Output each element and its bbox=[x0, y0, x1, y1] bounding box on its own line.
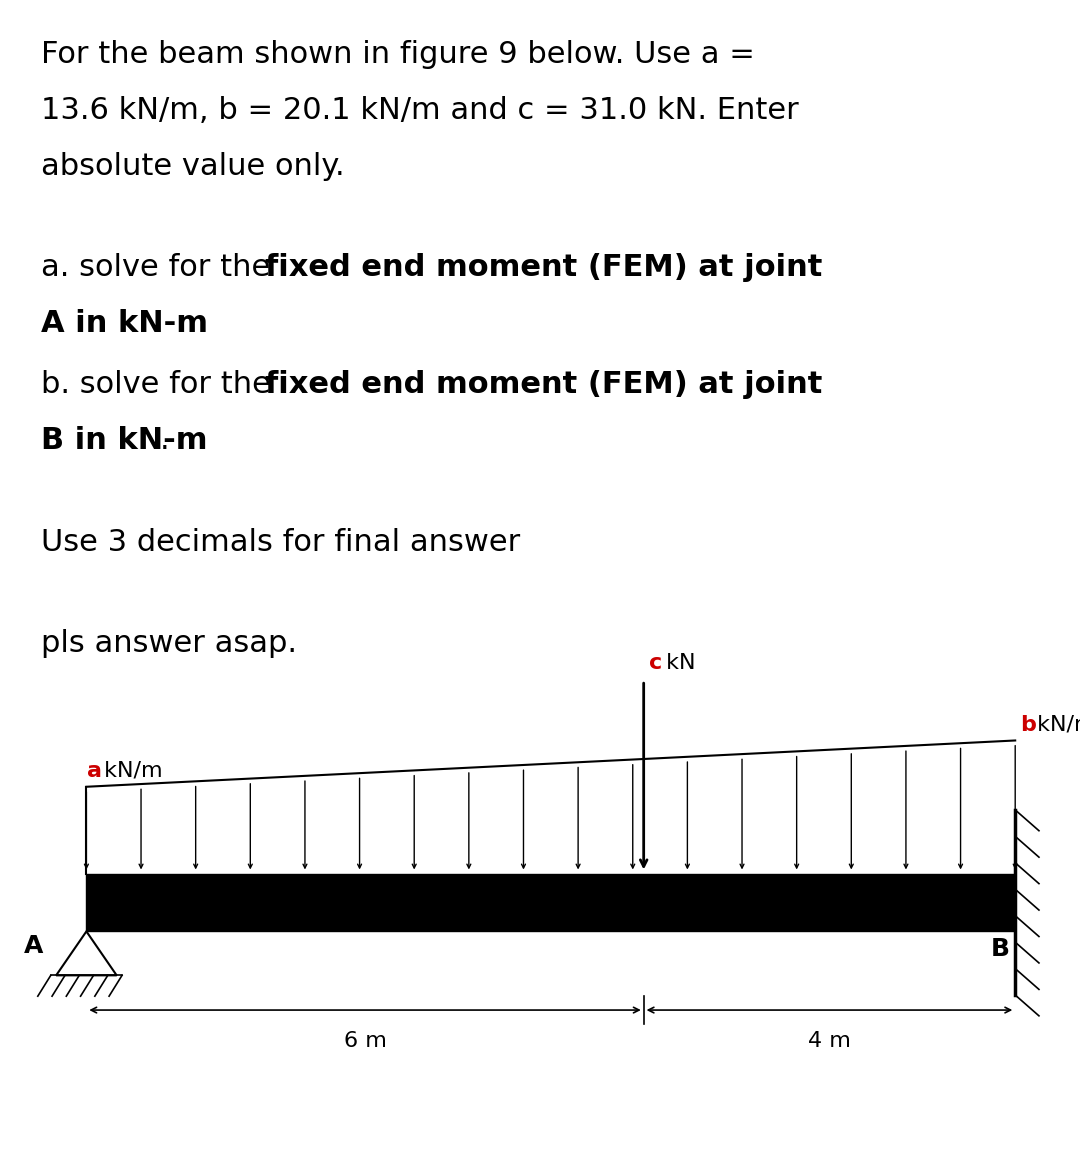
Text: pls answer asap.: pls answer asap. bbox=[41, 629, 297, 658]
Text: absolute value only.: absolute value only. bbox=[41, 152, 345, 180]
Text: kN: kN bbox=[659, 654, 696, 673]
Text: fixed end moment (FEM) at joint: fixed end moment (FEM) at joint bbox=[265, 370, 822, 399]
Text: 4 m: 4 m bbox=[808, 1031, 851, 1051]
Text: kN/m: kN/m bbox=[97, 761, 163, 781]
Text: b: b bbox=[1021, 715, 1037, 735]
Text: 6 m: 6 m bbox=[343, 1031, 387, 1051]
Text: 13.6 kN/m, b = 20.1 kN/m and c = 31.0 kN. Enter: 13.6 kN/m, b = 20.1 kN/m and c = 31.0 kN… bbox=[41, 96, 799, 125]
Text: .: . bbox=[160, 426, 170, 455]
Text: For the beam shown in figure 9 below. Use a =: For the beam shown in figure 9 below. Us… bbox=[41, 40, 755, 69]
Text: a. solve for the: a. solve for the bbox=[41, 253, 280, 282]
Text: fixed end moment (FEM) at joint: fixed end moment (FEM) at joint bbox=[265, 253, 822, 282]
Bar bbox=[86, 874, 1015, 931]
Text: B: B bbox=[990, 937, 1010, 961]
Text: a: a bbox=[87, 761, 103, 781]
Text: B in kN-m: B in kN-m bbox=[41, 426, 207, 455]
Text: c: c bbox=[649, 654, 662, 673]
Text: kN/m: kN/m bbox=[1030, 715, 1080, 735]
Text: A: A bbox=[24, 934, 43, 958]
Text: b. solve for the: b. solve for the bbox=[41, 370, 281, 399]
Text: Use 3 decimals for final answer: Use 3 decimals for final answer bbox=[41, 528, 521, 557]
Text: A in kN-m: A in kN-m bbox=[41, 309, 208, 338]
